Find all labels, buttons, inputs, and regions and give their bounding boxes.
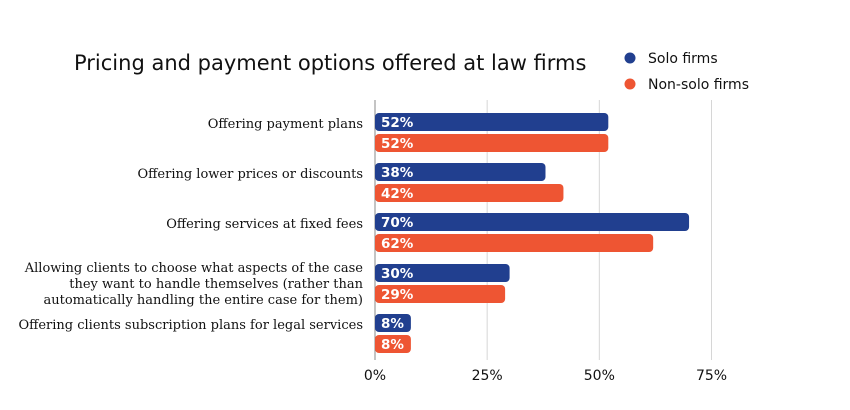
bar-non-solo-firms-4 bbox=[375, 335, 411, 353]
bars: 52% 38% 70% 30% 8% 52% 42% 62% 29% 8% bbox=[375, 113, 690, 353]
category-label: Offering services at fixed fees bbox=[166, 217, 363, 232]
bar-value-label-non-solo-firms-0: 52% bbox=[381, 136, 414, 152]
bar-value-label-non-solo-firms-1: 42% bbox=[381, 186, 414, 202]
category-label: Offering lower prices or discounts bbox=[138, 167, 363, 182]
bar-non-solo-firms-1 bbox=[375, 184, 564, 202]
legend: Solo firms Non-solo firms bbox=[624, 51, 749, 93]
legend-swatch-non-solo bbox=[624, 78, 636, 90]
bar-value-label-non-solo-firms-2: 62% bbox=[381, 236, 414, 252]
x-tick-label: 25% bbox=[472, 368, 503, 384]
bar-value-label-solo-firms-4: 8% bbox=[381, 316, 404, 332]
bar-solo-firms-2 bbox=[375, 213, 690, 231]
legend-swatch-solo bbox=[624, 52, 636, 64]
bar-value-label-solo-firms-1: 38% bbox=[381, 165, 414, 181]
x-tick-label: 75% bbox=[696, 368, 727, 384]
bar-value-label-non-solo-firms-3: 29% bbox=[381, 287, 414, 303]
bar-value-label-solo-firms-2: 70% bbox=[381, 215, 414, 231]
bar-value-label-non-solo-firms-4: 8% bbox=[381, 337, 404, 353]
bar-non-solo-firms-0 bbox=[375, 134, 609, 152]
category-labels: Offering payment plans Offering lower pri… bbox=[18, 117, 363, 333]
legend-label-non-solo: Non-solo firms bbox=[648, 77, 749, 93]
chart-title: Pricing and payment options offered at l… bbox=[74, 51, 586, 75]
bar-solo-firms-0 bbox=[375, 113, 609, 131]
bar-solo-firms-4 bbox=[375, 314, 411, 332]
category-label: Allowing clients to choose what aspects … bbox=[24, 261, 364, 276]
x-tick-label: 50% bbox=[584, 368, 615, 384]
bar-value-label-solo-firms-0: 52% bbox=[381, 115, 414, 131]
bar-non-solo-firms-2 bbox=[375, 234, 654, 252]
bar-solo-firms-1 bbox=[375, 163, 546, 181]
category-label: Offering payment plans bbox=[208, 117, 363, 132]
bar-solo-firms-3 bbox=[375, 264, 510, 282]
category-label: automatically handling the entire case f… bbox=[43, 293, 363, 308]
x-tick-label: 0% bbox=[364, 368, 386, 384]
category-label: they want to handle themselves (rather t… bbox=[69, 277, 363, 292]
category-label: Offering clients subscription plans for … bbox=[18, 318, 363, 333]
bar-non-solo-firms-3 bbox=[375, 285, 506, 303]
x-axis-ticks: 0% 25% 50% 75% bbox=[364, 368, 727, 384]
bar-value-label-solo-firms-3: 30% bbox=[381, 266, 414, 282]
legend-label-solo: Solo firms bbox=[648, 51, 718, 67]
